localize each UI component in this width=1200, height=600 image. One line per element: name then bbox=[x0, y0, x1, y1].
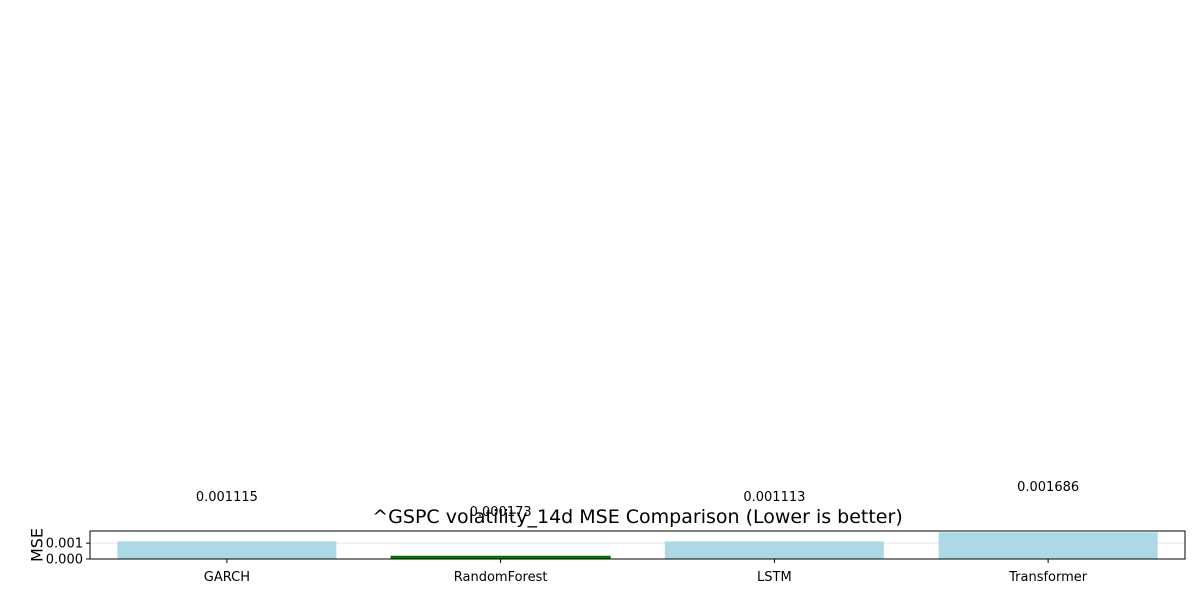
y-tick-label: 0.000 bbox=[46, 553, 83, 568]
value-label-lstm: 0.001113 bbox=[743, 490, 805, 505]
x-tick-label: GARCH bbox=[204, 570, 250, 585]
data-labels: 0.001115 0.000173 0.001113 0.001686 bbox=[196, 480, 1079, 520]
bar-garch bbox=[117, 541, 337, 559]
y-axis-label: MSE bbox=[28, 528, 47, 562]
x-tick-label: RandomForest bbox=[454, 570, 548, 585]
bar-transformer bbox=[938, 532, 1158, 559]
y-tick-label: 0.001 bbox=[46, 537, 83, 552]
value-label-transformer: 0.001686 bbox=[1017, 480, 1079, 495]
bar-lstm bbox=[664, 541, 884, 559]
x-axis-ticks: GARCH RandomForest LSTM Transformer bbox=[204, 559, 1088, 585]
value-label-garch: 0.001115 bbox=[196, 490, 258, 505]
x-tick-label: LSTM bbox=[757, 570, 792, 585]
x-tick-label: Transformer bbox=[1008, 570, 1088, 585]
plot-frame bbox=[89, 530, 1186, 560]
value-label-randomforest: 0.000173 bbox=[470, 505, 532, 520]
chart-title: ^GSPC volatility_14d MSE Comparison (Low… bbox=[372, 506, 902, 528]
bars bbox=[117, 532, 1158, 560]
